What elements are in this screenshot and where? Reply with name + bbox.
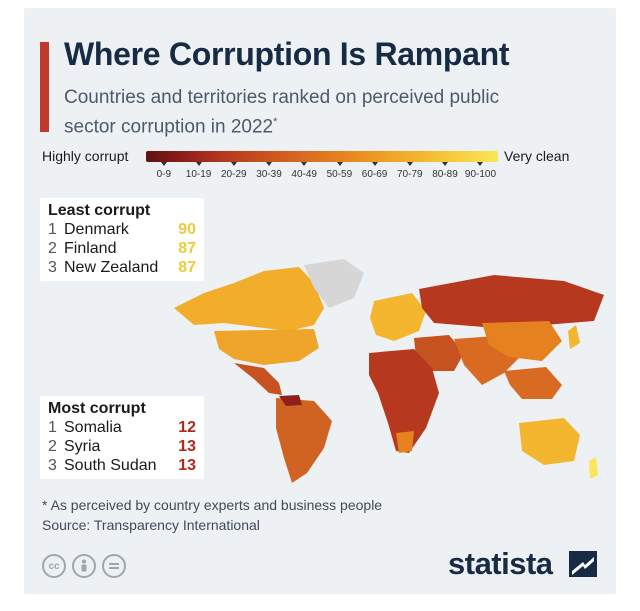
map-region-africa: [369, 349, 439, 453]
legend-bin-label: 90-100: [464, 169, 497, 180]
most-corrupt-row: 2 Syria 13: [48, 437, 196, 456]
score: 12: [178, 419, 196, 436]
score: 13: [178, 438, 196, 455]
map-region-alaska-canada: [174, 267, 324, 331]
legend-tick-mark: [160, 162, 167, 166]
map-region-china: [482, 321, 562, 361]
least-corrupt-row: 1 Denmark 90: [48, 220, 196, 239]
legend-bin-label: 20-29: [221, 169, 247, 180]
no-derivatives-icon[interactable]: [102, 554, 126, 578]
statista-wordmark[interactable]: statista: [448, 546, 553, 581]
legend-tick-mark: [231, 162, 237, 166]
map-region-mexico-central-america: [234, 363, 282, 395]
license-icons: cc: [42, 554, 126, 578]
rank: 1: [48, 221, 57, 238]
map-region-australia: [519, 418, 580, 465]
score: 90: [178, 221, 196, 238]
legend-tick-mark: [371, 162, 378, 166]
rank: 3: [48, 259, 57, 276]
map-region-middle-east: [414, 335, 464, 371]
attribution-icon[interactable]: [72, 554, 96, 578]
most-corrupt-row: 1 Somalia 12: [48, 418, 196, 437]
country-name: Denmark: [64, 221, 129, 238]
map-region-usa: [214, 329, 319, 365]
legend-tick-mark: [336, 162, 343, 166]
legend-high-label: Very clean: [504, 148, 570, 164]
legend-bin-label: 60-69: [361, 169, 388, 180]
score: 87: [178, 259, 196, 276]
legend-tick-mark: [442, 162, 449, 166]
world-map: [174, 259, 604, 483]
country-name: South Sudan: [64, 457, 157, 474]
map-region-south-africa: [396, 431, 414, 453]
page-title: Where Corruption Is Rampant: [64, 36, 510, 72]
legend-bin-label: 0-9: [156, 169, 172, 180]
least-corrupt-row: 3 New Zealand 87: [48, 258, 196, 277]
map-region-japan: [568, 325, 580, 349]
map-region-new-zealand: [589, 457, 598, 479]
legend-bin-label: 30-39: [256, 169, 282, 180]
rank: 3: [48, 457, 57, 474]
country-name: Finland: [64, 240, 117, 257]
legend-bin-label: 50-59: [326, 169, 353, 180]
score: 13: [178, 457, 196, 474]
legend-tick-mark: [477, 162, 484, 166]
legend-bin-label: 80-89: [432, 169, 458, 180]
subtitle-text: Countries and territories ranked on perc…: [64, 87, 500, 138]
cc-icon[interactable]: cc: [42, 554, 66, 578]
legend-low-label: Highly corrupt: [42, 148, 129, 164]
rank: 2: [48, 240, 57, 257]
country-name: Syria: [64, 438, 101, 455]
map-region-southeast-asia: [504, 367, 562, 399]
map-region-russia: [419, 275, 604, 327]
source-note: Source: Transparency International: [42, 517, 260, 533]
legend-bin-labels: 0-9 10-19 20-29 30-39 40-49 50-59 60-69 70-79 80…: [141, 169, 511, 183]
map-region-south-america: [276, 398, 332, 483]
rank: 2: [48, 438, 57, 455]
map-region-greenland: [304, 259, 364, 308]
infographic-card: Where Corruption Is Rampant Countries an…: [24, 8, 616, 594]
most-corrupt-row: 3 South Sudan 13: [48, 456, 196, 475]
subtitle-marker: *: [273, 116, 278, 128]
rank: 1: [48, 419, 57, 436]
legend-tick-mark: [195, 162, 202, 166]
least-corrupt-box: Least corrupt 1 Denmark 90 2 Finland 87 …: [40, 198, 204, 281]
map-region-venezuela: [279, 395, 302, 406]
statista-logo-icon[interactable]: [569, 551, 597, 577]
legend-tick-mark: [301, 162, 308, 166]
title-accent-bar: [40, 42, 49, 132]
country-name: Somalia: [64, 419, 122, 436]
most-corrupt-heading: Most corrupt: [48, 400, 146, 417]
footnote: * As perceived by country experts and bu…: [42, 497, 383, 513]
map-region-europe: [370, 293, 426, 341]
score: 87: [178, 240, 196, 257]
legend-bin-label: 10-19: [185, 169, 212, 180]
country-name: New Zealand: [64, 259, 159, 276]
least-corrupt-heading: Least corrupt: [48, 202, 151, 219]
legend-tick-mark: [266, 162, 273, 166]
legend-bin-label: 70-79: [397, 169, 423, 180]
legend-color-ramp: [146, 151, 498, 162]
legend-tick-marks: [146, 162, 498, 168]
least-corrupt-row: 2 Finland 87: [48, 239, 196, 258]
most-corrupt-box: Most corrupt 1 Somalia 12 2 Syria 13 3 S…: [40, 396, 204, 479]
legend-bin-label: 40-49: [291, 169, 317, 180]
legend-tick-mark: [407, 162, 413, 166]
subtitle: Countries and territories ranked on perc…: [64, 86, 524, 139]
